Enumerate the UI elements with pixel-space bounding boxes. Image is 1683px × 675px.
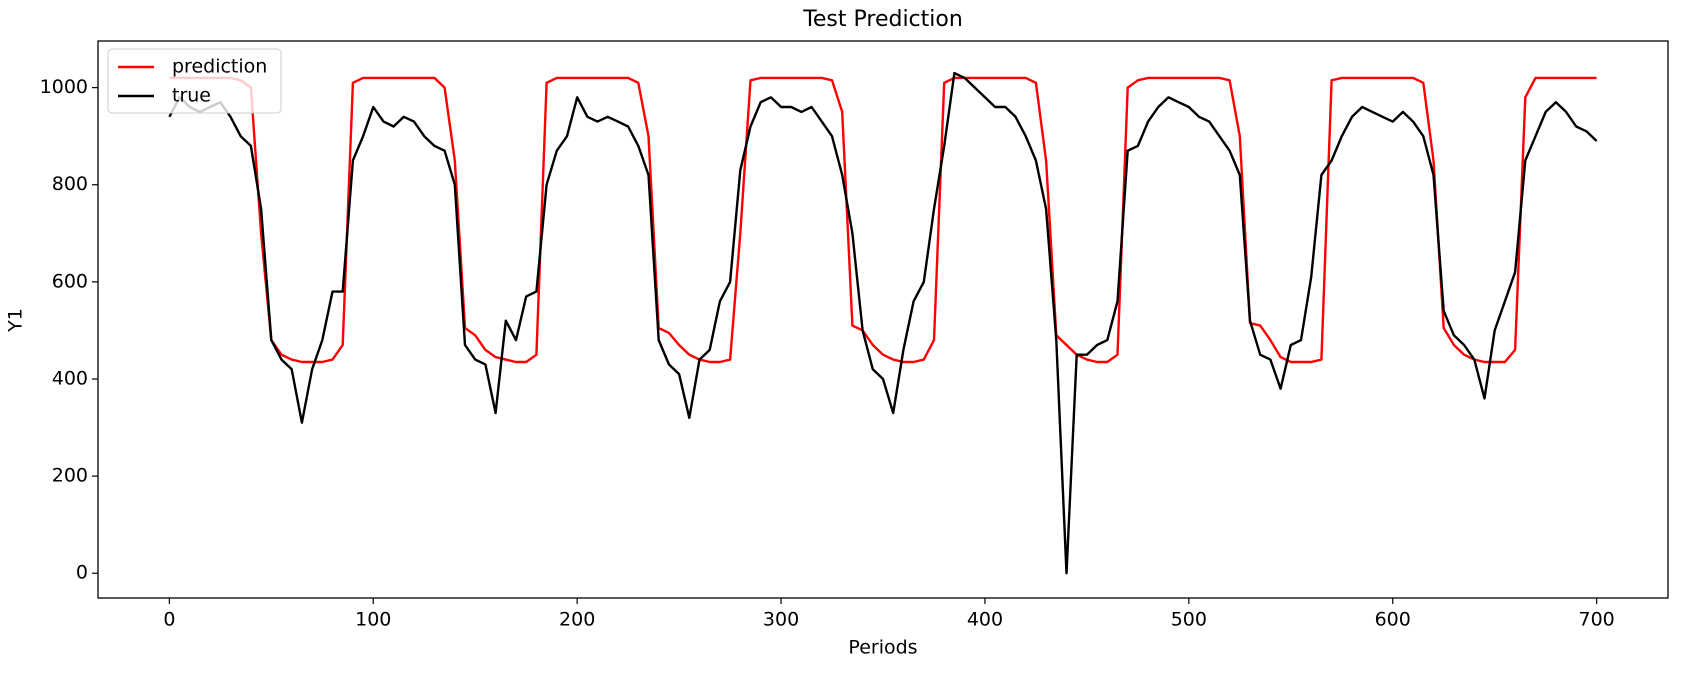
y-tick-label: 600 xyxy=(52,270,88,292)
y-tick-label: 400 xyxy=(52,367,88,389)
y-tick-label: 800 xyxy=(52,173,88,195)
legend-label: prediction xyxy=(172,56,267,78)
y-axis-label: Y1 xyxy=(5,308,27,333)
line-series xyxy=(168,71,1598,575)
x-tick-label: 600 xyxy=(1375,609,1411,631)
y-tick-label: 1000 xyxy=(40,76,88,98)
x-tick-label: 400 xyxy=(967,609,1003,631)
x-tick-label: 500 xyxy=(1171,609,1207,631)
x-tick-label: 200 xyxy=(559,609,595,631)
y-tick-label: 0 xyxy=(76,562,88,584)
legend-label: true xyxy=(172,85,211,107)
x-tick-label: 700 xyxy=(1579,609,1615,631)
x-axis-label: Periods xyxy=(848,637,917,659)
x-tick-label: 0 xyxy=(163,609,175,631)
y-tick-label: 200 xyxy=(52,465,88,487)
plot-frame xyxy=(97,40,1669,599)
x-tick-label: 300 xyxy=(763,609,799,631)
x-tick-label: 100 xyxy=(355,609,391,631)
chart-title: Test Prediction xyxy=(802,7,963,32)
line-series xyxy=(169,76,1597,364)
